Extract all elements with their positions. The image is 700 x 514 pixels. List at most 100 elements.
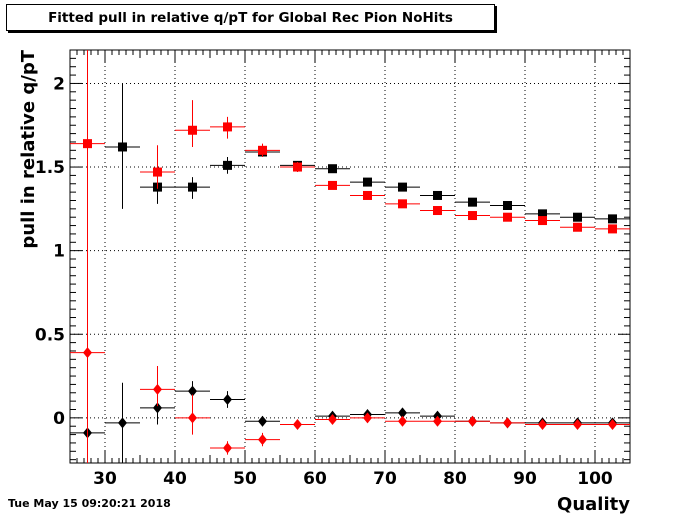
data-point — [175, 100, 210, 147]
data-point — [210, 441, 245, 455]
y-tick-label: 1.5 — [35, 158, 65, 178]
data-point — [455, 197, 490, 207]
square-marker — [188, 125, 197, 135]
square-marker — [573, 212, 582, 222]
square-marker — [398, 199, 407, 209]
data-point — [315, 414, 350, 426]
diamond-marker — [223, 442, 232, 454]
data-point — [490, 201, 525, 211]
data-point — [70, 50, 105, 463]
square-marker — [573, 222, 582, 232]
diamond-marker — [258, 434, 267, 446]
square-marker — [608, 224, 617, 234]
diamond-marker — [433, 415, 442, 427]
diamond-marker — [328, 414, 337, 426]
x-tick-label: 50 — [233, 469, 257, 489]
y-tick-label: 1 — [53, 242, 65, 262]
y-axis-label: pull in relative q/pT — [18, 49, 39, 248]
x-tick-label: 100 — [577, 469, 613, 489]
data-point — [420, 190, 455, 200]
data-point — [350, 177, 385, 187]
x-tick-label: 70 — [373, 469, 397, 489]
diamond-marker — [188, 385, 197, 397]
square-marker — [433, 190, 442, 200]
data-point — [245, 415, 280, 427]
diamond-marker — [398, 415, 407, 427]
diamond-marker — [363, 412, 372, 424]
data-point — [385, 182, 420, 192]
data-point — [420, 206, 455, 216]
timestamp: Tue May 15 09:20:21 2018 — [8, 497, 171, 510]
diamond-marker — [468, 415, 477, 427]
data-point — [490, 417, 525, 429]
square-marker — [328, 164, 337, 174]
x-tick-label: 60 — [303, 469, 327, 489]
data-point — [175, 177, 210, 199]
square-marker — [328, 180, 337, 190]
square-marker — [223, 122, 232, 132]
data-point — [385, 199, 420, 209]
diamond-marker — [503, 417, 512, 429]
series-2 — [70, 381, 630, 463]
square-marker — [538, 216, 547, 226]
square-marker — [433, 206, 442, 216]
data-point — [315, 180, 350, 190]
diamond-marker — [573, 419, 582, 431]
diamond-marker — [153, 402, 162, 414]
series-3 — [70, 50, 630, 463]
data-point — [490, 212, 525, 222]
x-tick-label: 90 — [513, 469, 537, 489]
data-point — [175, 394, 210, 435]
series-0 — [105, 83, 630, 224]
data-points — [70, 50, 630, 463]
diamond-marker — [153, 383, 162, 395]
square-marker — [153, 167, 162, 177]
data-point — [560, 222, 595, 232]
diamond-marker — [118, 417, 127, 429]
diamond-marker — [538, 419, 547, 431]
data-point — [350, 190, 385, 200]
square-marker — [608, 214, 617, 224]
data-point — [525, 209, 560, 219]
x-axis-label: Quality — [557, 494, 630, 514]
square-marker — [188, 182, 197, 192]
square-marker — [398, 182, 407, 192]
data-point — [175, 381, 210, 402]
data-point — [140, 145, 175, 189]
data-point — [385, 407, 420, 419]
y-tick-label: 2 — [53, 74, 65, 94]
diamond-marker — [398, 407, 407, 419]
data-point — [560, 419, 595, 431]
diamond-marker — [293, 419, 302, 431]
data-point — [210, 157, 245, 174]
grid — [70, 50, 630, 463]
square-marker — [503, 201, 512, 211]
data-point — [420, 415, 455, 427]
diamond-marker — [223, 393, 232, 405]
data-point — [210, 391, 245, 408]
diamond-marker — [258, 415, 267, 427]
data-point — [140, 366, 175, 407]
x-tick-label: 80 — [443, 469, 467, 489]
data-point — [525, 419, 560, 431]
data-point — [560, 212, 595, 222]
data-point — [525, 216, 560, 226]
square-marker — [363, 177, 372, 187]
series-1 — [70, 50, 630, 463]
data-point — [455, 415, 490, 427]
data-point — [245, 432, 280, 447]
square-marker — [538, 209, 547, 219]
square-marker — [503, 212, 512, 222]
diamond-marker — [83, 347, 92, 359]
square-marker — [258, 145, 267, 155]
data-point — [280, 162, 315, 173]
x-tick-label: 40 — [163, 469, 187, 489]
square-marker — [468, 197, 477, 207]
x-tick-label: 30 — [93, 469, 117, 489]
square-marker — [223, 160, 232, 170]
data-point — [595, 224, 630, 234]
data-point — [350, 412, 385, 424]
y-tick-label: 0.5 — [35, 325, 65, 345]
data-point — [280, 419, 315, 431]
